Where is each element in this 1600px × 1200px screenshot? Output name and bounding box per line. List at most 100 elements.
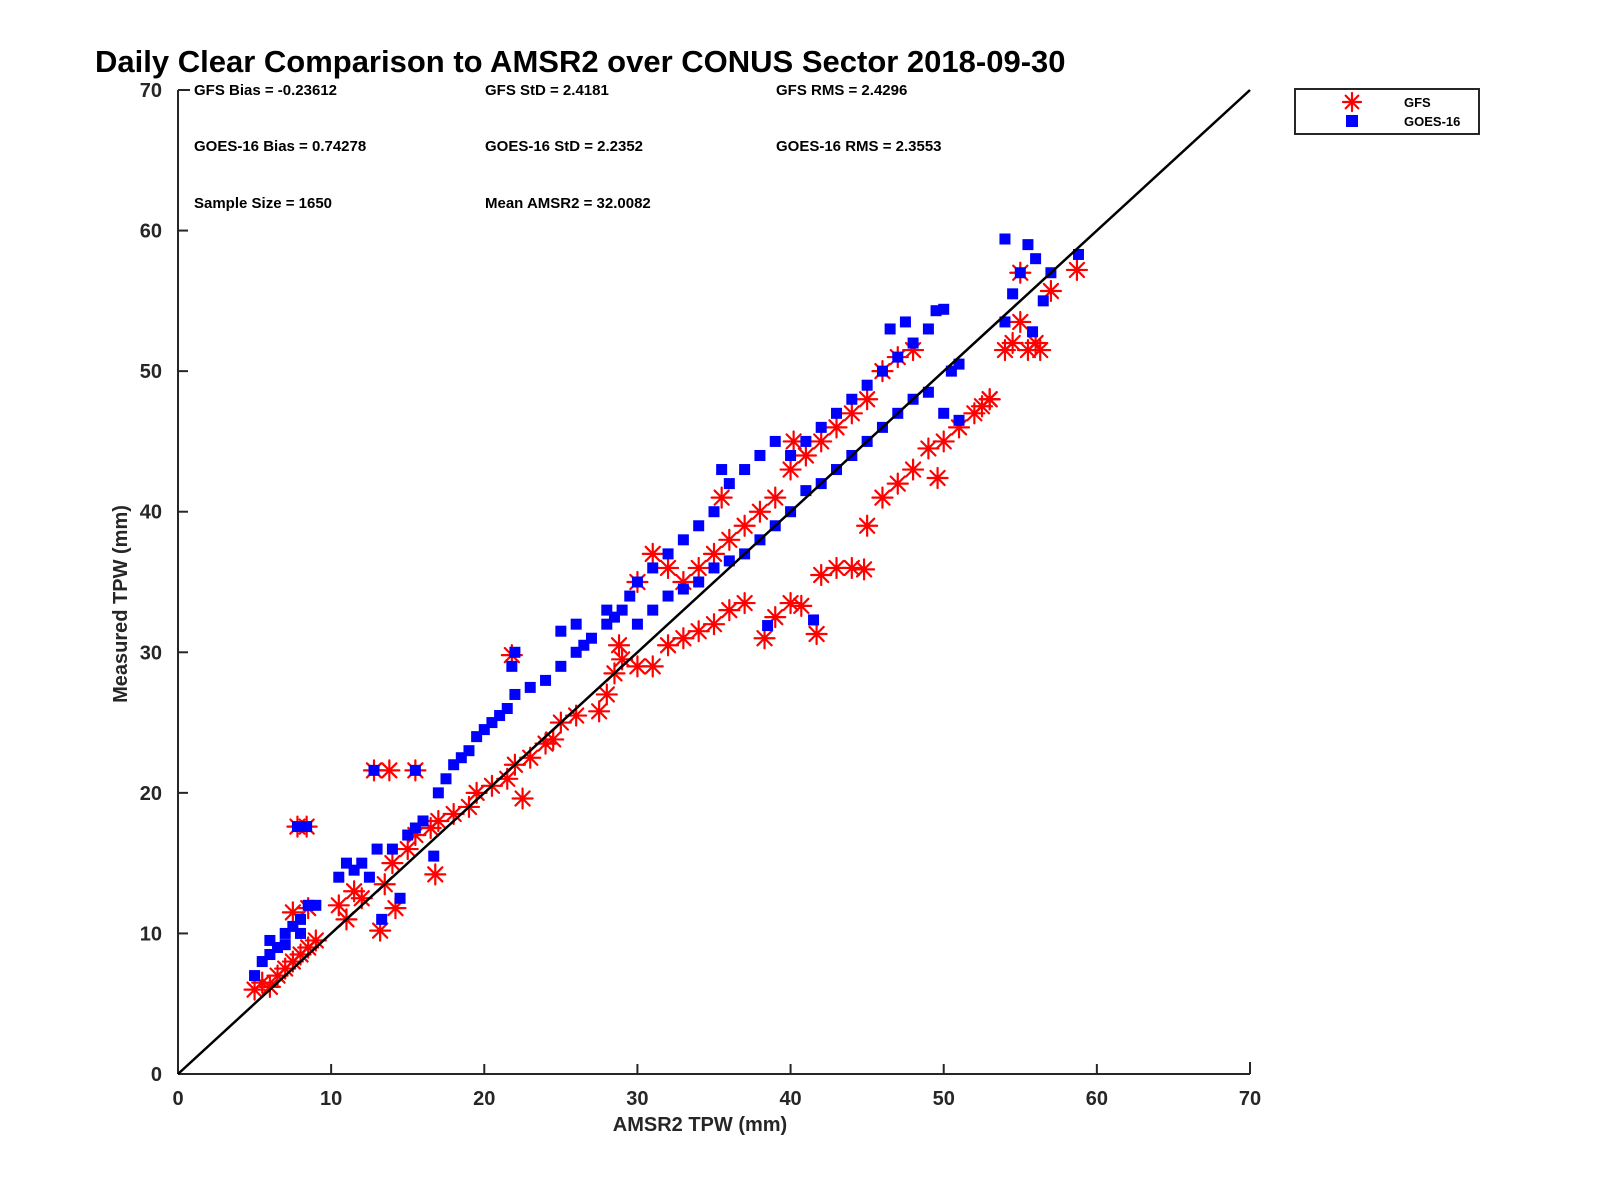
stat-goes-bias: GOES-16 Bias = 0.74278: [194, 138, 366, 155]
goes16-point: [386, 843, 398, 855]
goes16-point: [999, 316, 1011, 328]
goes16-point: [333, 871, 345, 883]
stat-goes-std: GOES-16 StD = 2.2352: [485, 138, 643, 155]
gfs-point: [656, 634, 680, 657]
goes16-point: [723, 555, 735, 567]
y-tick-label: 20: [140, 783, 162, 805]
goes16-point: [555, 660, 567, 672]
gfs-point: [672, 627, 695, 650]
gfs-point: [733, 514, 756, 537]
gfs-point: [656, 556, 680, 580]
goes16-point: [930, 305, 942, 317]
goes16-series: [249, 233, 1084, 982]
gfs-point: [825, 416, 848, 439]
goes16-point: [1027, 326, 1039, 338]
stat-sample-size: Sample Size = 1650: [194, 195, 332, 212]
goes16-point: [723, 478, 735, 490]
gfs-point: [595, 683, 618, 706]
goes16-point: [800, 485, 812, 497]
goes16-point: [287, 920, 299, 932]
y-ticks: 0 10 20 30 40 50 60 70: [140, 80, 188, 1086]
goes16-point: [279, 939, 291, 951]
goes16-point: [417, 815, 429, 827]
goes16-point: [570, 618, 582, 630]
goes16-point: [448, 759, 460, 771]
gfs-point: [782, 430, 805, 453]
goes16-point: [264, 949, 276, 961]
y-tick-label: 10: [140, 923, 162, 945]
goes16-point: [708, 506, 720, 518]
goes16-point: [892, 351, 904, 363]
goes16-point: [272, 941, 284, 953]
y-tick-label: 40: [140, 502, 162, 524]
goes16-point: [800, 435, 812, 447]
goes16-point: [1014, 267, 1026, 279]
stats-block: GFS Bias = -0.23612 GFS StD = 2.4181 GFS…: [194, 82, 942, 212]
goes16-point: [708, 562, 720, 574]
plot-area: 0 10 20 30 40 50 60 70 0 10 20 30 40 50 60 70: [140, 80, 1261, 1110]
goes16-point: [884, 323, 896, 335]
goes16-point: [394, 892, 406, 904]
goes16-point: [302, 899, 314, 911]
gfs-point: [926, 466, 949, 490]
goes16-point: [938, 407, 950, 419]
goes16-point: [999, 233, 1011, 245]
goes16-point: [348, 864, 360, 876]
legend-box: [1294, 88, 1480, 135]
gfs-point: [733, 591, 756, 615]
goes16-point: [501, 703, 513, 715]
goes16-point: [1037, 295, 1049, 307]
gfs-point: [810, 563, 833, 587]
legend-gfs-marker: [1341, 91, 1363, 113]
goes16-point: [601, 604, 613, 616]
goes16-point: [922, 386, 934, 398]
goes16-point: [716, 464, 728, 476]
goes16-point: [647, 562, 659, 574]
gfs-point: [687, 556, 710, 580]
goes16-point: [402, 829, 414, 841]
y-tick-label: 70: [140, 80, 162, 102]
goes16-point: [409, 764, 421, 776]
gfs-point: [718, 528, 741, 551]
x-tick-label: 20: [473, 1088, 495, 1110]
y-tick-label: 50: [140, 361, 162, 383]
legend-goes-marker: [1346, 115, 1358, 127]
goes16-point: [945, 365, 957, 377]
goes16-point: [815, 421, 827, 433]
gfs-point: [840, 402, 863, 425]
gfs-point: [856, 388, 879, 411]
goes16-point: [876, 365, 888, 377]
gfs-point: [427, 809, 450, 833]
x-tick-label: 40: [779, 1088, 801, 1110]
goes16-point: [631, 618, 643, 630]
goes16-point: [808, 614, 820, 626]
goes16-point: [1072, 248, 1084, 260]
goes16-point: [455, 752, 467, 764]
goes16-point: [363, 871, 375, 883]
goes16-point: [256, 956, 268, 968]
x-tick-label: 60: [1086, 1088, 1108, 1110]
gfs-point: [932, 430, 955, 453]
goes16-point: [540, 674, 552, 686]
goes16-point: [570, 646, 582, 658]
goes16-point: [762, 620, 774, 632]
goes16-point: [631, 576, 643, 588]
goes16-point: [368, 764, 380, 776]
gfs-point: [805, 622, 828, 646]
gfs-point: [993, 338, 1017, 362]
goes16-point: [524, 681, 536, 693]
goes16-point: [922, 323, 934, 335]
goes16-point: [624, 590, 636, 602]
goes16-point: [428, 850, 440, 862]
gfs-point: [1009, 310, 1032, 334]
goes16-point: [938, 303, 950, 315]
gfs-point: [790, 594, 813, 617]
gfs-point: [424, 863, 447, 886]
goes16-point: [953, 414, 965, 426]
gfs-series: [243, 258, 1089, 1001]
goes16-point: [861, 379, 873, 391]
gfs-point: [542, 728, 565, 751]
goes16-point: [693, 520, 705, 532]
gfs-point: [1065, 258, 1089, 282]
